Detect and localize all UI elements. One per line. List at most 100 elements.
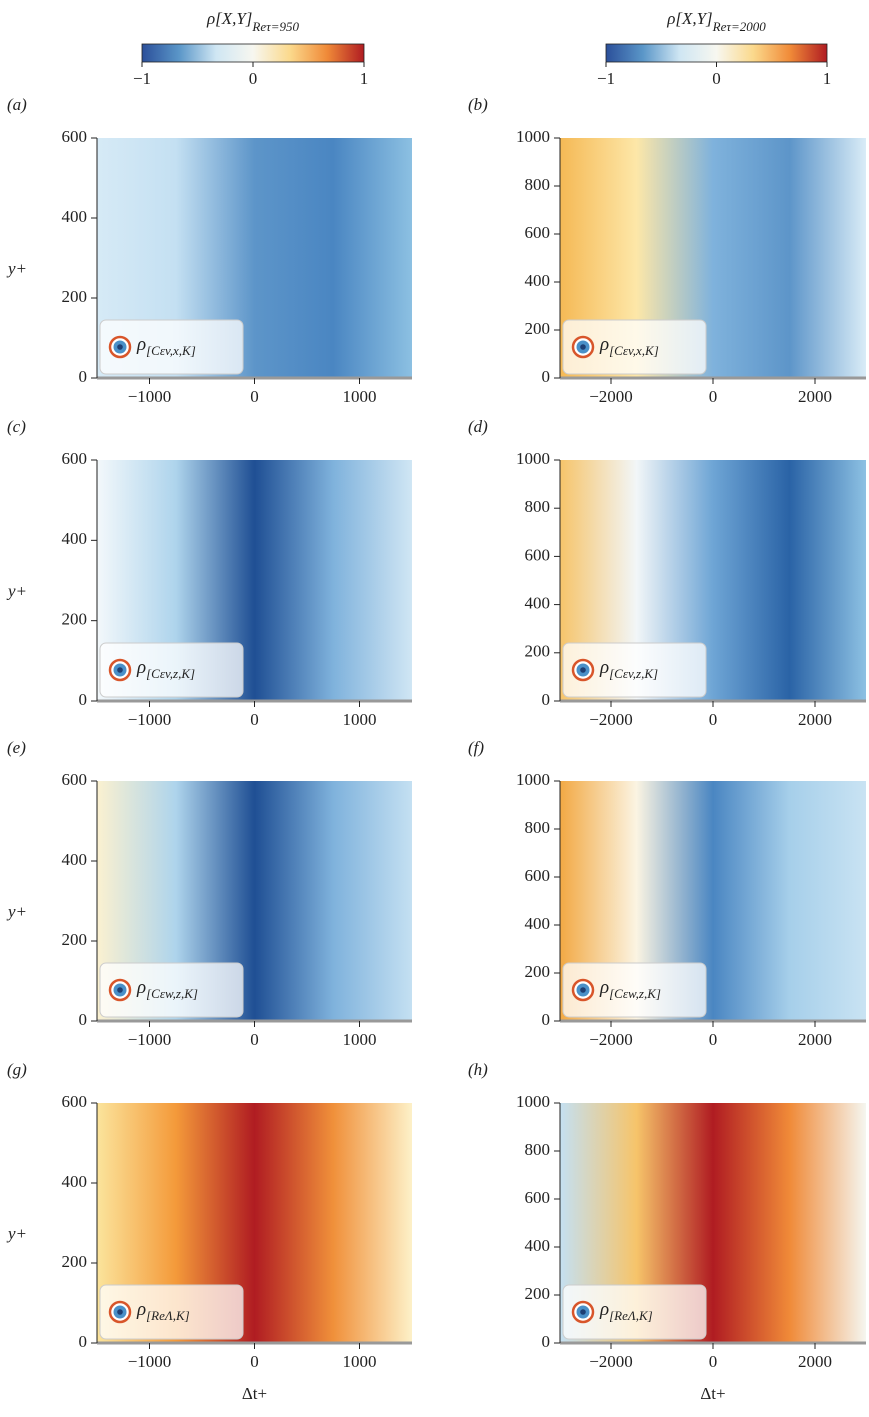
legend-entry: ρ[Cεv,z,K] [599,657,658,681]
panel-label: (a) [7,95,27,114]
y-tick-label: 200 [62,610,88,629]
y-tick-label: 200 [525,1284,551,1303]
y-tick-label: 400 [62,207,88,226]
colorbar-tick-label: −1 [597,69,615,88]
x-tick-label: 0 [250,387,259,406]
legend-symbol-text: ρ [599,334,609,355]
y-tick-label: 400 [62,1172,88,1191]
y-tick-label: 600 [525,1188,551,1207]
legend-entry: ρ[Cεw,z,K] [136,977,198,1001]
y-tick-label: 600 [62,449,88,468]
y-tick-label: 400 [62,850,88,869]
x-tick-label: 2000 [798,1352,832,1371]
y-tick-label: 0 [542,1332,551,1351]
y-tick-label: 600 [62,127,88,146]
y-tick-label: 600 [525,223,551,242]
x-tick-label: 1000 [343,1352,377,1371]
y-tick-label: 800 [525,1140,551,1159]
y-axis-label: y+ [6,1224,27,1243]
y-tick-label: 200 [62,287,88,306]
y-tick-label: 0 [79,690,88,709]
x-tick-label: 1000 [343,387,377,406]
legend-symbol-core [117,1309,123,1315]
y-tick-label: 1000 [516,1092,550,1111]
legend-subscript: [ReΛ,K] [609,1308,653,1323]
y-tick-label: 0 [79,1332,88,1351]
y-tick-label: 800 [525,818,551,837]
x-tick-label: −2000 [589,387,633,406]
y-tick-label: 600 [525,545,551,564]
legend-subscript: [Cεw,z,K] [146,986,198,1001]
y-tick-label: 800 [525,175,551,194]
legend-box [562,1284,707,1340]
x-tick-label: 1000 [343,710,377,729]
y-tick-label: 400 [62,529,88,548]
x-tick-label: 0 [250,1352,259,1371]
legend-symbol-text: ρ [136,657,146,678]
legend-box [562,962,707,1018]
x-tick-label: 0 [250,710,259,729]
x-tick-label: 0 [709,387,718,406]
x-tick-label: 2000 [798,387,832,406]
colorbar-label: ρ[X,Y] [206,9,252,28]
y-tick-label: 600 [62,770,88,789]
legend-box [562,642,707,698]
legend-symbol-text: ρ [599,1299,609,1320]
y-tick-label: 600 [525,866,551,885]
y-axis-label: y+ [6,259,27,278]
legend-box [99,319,244,375]
x-tick-label: 0 [709,1030,718,1049]
y-tick-label: 200 [62,1252,88,1271]
colorbar-tick-label: 0 [712,69,721,88]
colorbar-tick-label: 0 [249,69,258,88]
y-tick-label: 0 [542,367,551,386]
x-tick-label: 2000 [798,710,832,729]
legend-entry: ρ[Cεw,z,K] [599,977,661,1001]
legend-entry: ρ[ReΛ,K] [136,1299,190,1323]
x-tick-label: −1000 [128,1352,172,1371]
x-tick-label: −1000 [128,387,172,406]
y-tick-label: 800 [525,497,551,516]
y-tick-label: 1000 [516,127,550,146]
x-tick-label: −2000 [589,1030,633,1049]
legend-subscript: [Cεv,x,K] [609,343,659,358]
colorbar-title: ρ[X,Y]Reτ=950 [206,9,300,34]
legend-box [99,1284,244,1340]
colorbar-label: ρ[X,Y] [666,9,712,28]
y-tick-label: 200 [525,642,551,661]
legend-box [99,962,244,1018]
legend-subscript: [Cεw,z,K] [609,986,661,1001]
legend-symbol-text: ρ [136,977,146,998]
x-tick-label: 0 [709,1352,718,1371]
y-tick-label: 400 [525,1236,551,1255]
legend-symbol-core [117,667,123,673]
panel-label: (d) [468,417,488,436]
legend-symbol-core [580,1309,586,1315]
panel-label: (g) [7,1060,27,1079]
x-tick-label: 2000 [798,1030,832,1049]
colorbar-tick-label: −1 [133,69,151,88]
legend-subscript: [ReΛ,K] [146,1308,190,1323]
y-tick-label: 200 [62,930,88,949]
panel-label: (c) [7,417,26,436]
legend-entry: ρ[ReΛ,K] [599,1299,653,1323]
legend-symbol-core [580,987,586,993]
y-tick-label: 200 [525,962,551,981]
legend-symbol-core [117,987,123,993]
x-axis-label: Δt+ [700,1384,725,1403]
y-tick-label: 400 [525,914,551,933]
legend-symbol-core [580,667,586,673]
y-tick-label: 0 [79,1010,88,1029]
colorbar-subscript: Reτ=2000 [712,19,767,34]
panel-label: (b) [468,95,488,114]
legend-symbol-core [580,344,586,350]
y-tick-label: 200 [525,319,551,338]
legend-box [99,642,244,698]
legend-symbol-text: ρ [599,657,609,678]
legend-symbol-core [117,344,123,350]
colorbar-tick-label: 1 [360,69,369,88]
y-tick-label: 400 [525,271,551,290]
panel-label: (h) [468,1060,488,1079]
y-tick-label: 400 [525,594,551,613]
